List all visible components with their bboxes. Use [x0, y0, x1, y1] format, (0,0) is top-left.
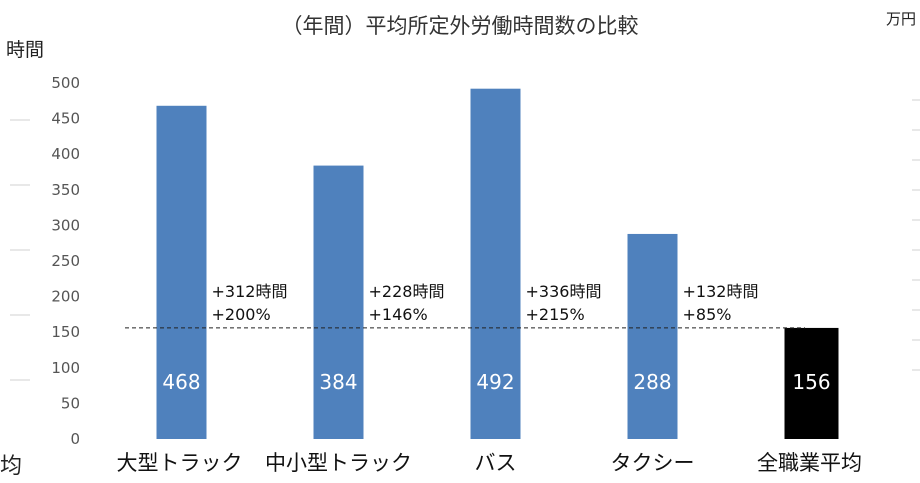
bar-value-label: 468	[162, 370, 200, 394]
y-tick-label: 0	[70, 430, 80, 448]
y-tick-label: 400	[51, 145, 80, 163]
annotation-percent: +215%	[526, 305, 585, 324]
y-tick-label: 100	[51, 359, 80, 377]
bar	[470, 88, 521, 440]
y-tick-label: 50	[61, 394, 80, 412]
category-label: 全職業平均	[757, 451, 862, 475]
bar-value-label: 384	[319, 370, 357, 394]
y-axis-ticks: 0 50 100 150 200 250 300 350 400 450 500	[51, 74, 80, 448]
annotation-percent: +200%	[212, 305, 271, 324]
annotation-hours: +228時間	[369, 282, 445, 301]
bar	[627, 233, 678, 439]
y-tick-label: 300	[51, 216, 80, 234]
y-tick-label: 450	[51, 110, 80, 128]
right-panel-tick-marks	[912, 99, 920, 371]
secondary-axis-unit-label: 万円	[885, 10, 916, 28]
truncated-edge-label: 均	[0, 454, 23, 479]
category-label: バス	[475, 451, 517, 475]
category-labels: 大型トラック 中小型トラック バス タクシー 全職業平均	[117, 451, 863, 475]
bars	[156, 88, 839, 440]
value-labels: 468 384 492 288 156	[162, 370, 830, 394]
bar-value-label: 492	[476, 370, 514, 394]
bar	[784, 327, 839, 439]
category-label: 大型トラック	[117, 451, 243, 475]
chart-title: （年間）平均所定外労働時間数の比較	[281, 14, 639, 38]
category-label: 中小型トラック	[265, 451, 412, 475]
y-tick-label: 200	[51, 288, 80, 306]
bar-value-label: 288	[633, 370, 671, 394]
category-label: タクシー	[611, 451, 695, 475]
y-axis-unit-label: 時間	[6, 39, 45, 61]
bar	[156, 105, 207, 439]
annotation-percent: +146%	[369, 305, 428, 324]
annotation-hours: +336時間	[526, 282, 602, 301]
y-tick-label: 150	[51, 323, 80, 341]
annotations: +312時間 +200% +228時間 +146% +336時間 +215% +132時間 +…	[212, 282, 759, 324]
annotation-hours: +312時間	[212, 282, 288, 301]
bar-value-label: 156	[792, 370, 830, 394]
y-tick-label: 500	[51, 74, 80, 92]
bar	[313, 165, 364, 440]
y-tick-label: 350	[51, 181, 80, 199]
y-tick-label: 250	[51, 252, 80, 270]
annotation-hours: +132時間	[683, 282, 759, 301]
annotation-percent: +85%	[683, 305, 732, 324]
left-panel-tick-marks	[10, 119, 30, 381]
